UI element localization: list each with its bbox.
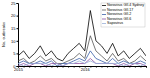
legend-label: Norovirus GII.4 Sydney <box>107 3 144 7</box>
y-tick-label: 25 <box>11 1 16 6</box>
x-tick <box>146 66 147 68</box>
y-tick-label: 15 <box>11 26 16 31</box>
x-tick-mark <box>107 66 108 68</box>
x-tick <box>35 66 36 68</box>
chart: 051015202520152016No. outbreaksNorovirus… <box>0 0 150 78</box>
series-line <box>18 61 146 66</box>
legend-label: Norovirus GII.17 <box>107 8 133 12</box>
y-tick: 10 <box>11 39 18 44</box>
x-tick-mark <box>46 66 47 68</box>
x-tick <box>118 66 119 68</box>
x-tick <box>135 66 136 68</box>
x-tick <box>113 66 114 68</box>
x-tick-mark <box>135 66 136 68</box>
x-tick-mark <box>101 66 102 68</box>
x-tick <box>90 66 91 68</box>
x-tick-mark <box>129 66 130 68</box>
x-tick <box>29 66 30 68</box>
x-tick: 2015 <box>14 66 24 72</box>
y-axis-title: No. outbreaks <box>1 22 6 47</box>
legend-swatch <box>102 5 106 6</box>
y-tick-mark <box>17 41 19 42</box>
x-tick-mark <box>40 66 41 68</box>
y-tick: 25 <box>11 1 18 6</box>
x-tick-mark <box>57 66 58 68</box>
legend-swatch <box>102 10 106 11</box>
y-axis: 0510152025 <box>11 1 18 69</box>
x-tick <box>63 66 64 68</box>
y-tick-mark <box>17 16 19 17</box>
y-tick-label: 20 <box>11 13 16 18</box>
plot-area <box>18 11 146 66</box>
y-tick-mark <box>17 53 19 54</box>
y-tick-label: 5 <box>13 51 16 56</box>
x-tick-mark <box>29 66 30 68</box>
legend-label: Sapovirus <box>107 21 123 25</box>
x-tick <box>96 66 97 68</box>
x-tick-mark <box>35 66 36 68</box>
x-tick <box>57 66 58 68</box>
y-tick-label: 10 <box>11 39 16 44</box>
legend-box <box>101 3 145 27</box>
x-tick <box>101 66 102 68</box>
y-tick: 5 <box>13 51 18 56</box>
x-tick <box>46 66 47 68</box>
x-tick-mark <box>90 66 91 68</box>
x-tick <box>40 66 41 68</box>
legend-swatch <box>102 14 106 15</box>
legend: Norovirus GII.4 SydneyNorovirus GII.17No… <box>101 3 145 27</box>
y-axis-line <box>17 4 19 67</box>
x-tick <box>68 66 69 68</box>
series-line <box>18 58 146 66</box>
x-tick-mark <box>68 66 69 68</box>
legend-label: Norovirus GII.6 <box>107 17 131 21</box>
x-tick-mark <box>140 66 141 68</box>
x-tick-label: 2016 <box>81 67 91 72</box>
x-tick-mark <box>113 66 114 68</box>
series-line <box>18 11 146 61</box>
y-tick: 20 <box>11 13 18 18</box>
x-tick: 2016 <box>81 66 91 72</box>
x-tick <box>24 66 25 68</box>
x-tick <box>140 66 141 68</box>
y-tick-mark <box>17 28 19 29</box>
x-tick-mark <box>118 66 119 68</box>
x-axis: 2015 2016 <box>14 66 146 72</box>
x-tick-mark <box>146 66 147 68</box>
x-tick-label: 2015 <box>14 67 24 72</box>
x-tick-mark <box>96 66 97 68</box>
x-tick <box>74 66 75 68</box>
legend-swatch <box>102 23 106 24</box>
x-tick-mark <box>124 66 125 68</box>
x-tick-mark <box>74 66 75 68</box>
x-tick-mark <box>51 66 52 68</box>
y-tick: 15 <box>11 26 18 31</box>
x-tick-mark <box>24 66 25 68</box>
legend-label: Norovirus GII.2 <box>107 12 131 16</box>
x-tick <box>129 66 130 68</box>
x-tick <box>107 66 108 68</box>
y-tick-mark <box>17 3 19 4</box>
x-tick <box>51 66 52 68</box>
x-tick-mark <box>63 66 64 68</box>
x-tick <box>124 66 125 68</box>
series-line <box>18 51 146 66</box>
legend-swatch <box>102 19 106 20</box>
